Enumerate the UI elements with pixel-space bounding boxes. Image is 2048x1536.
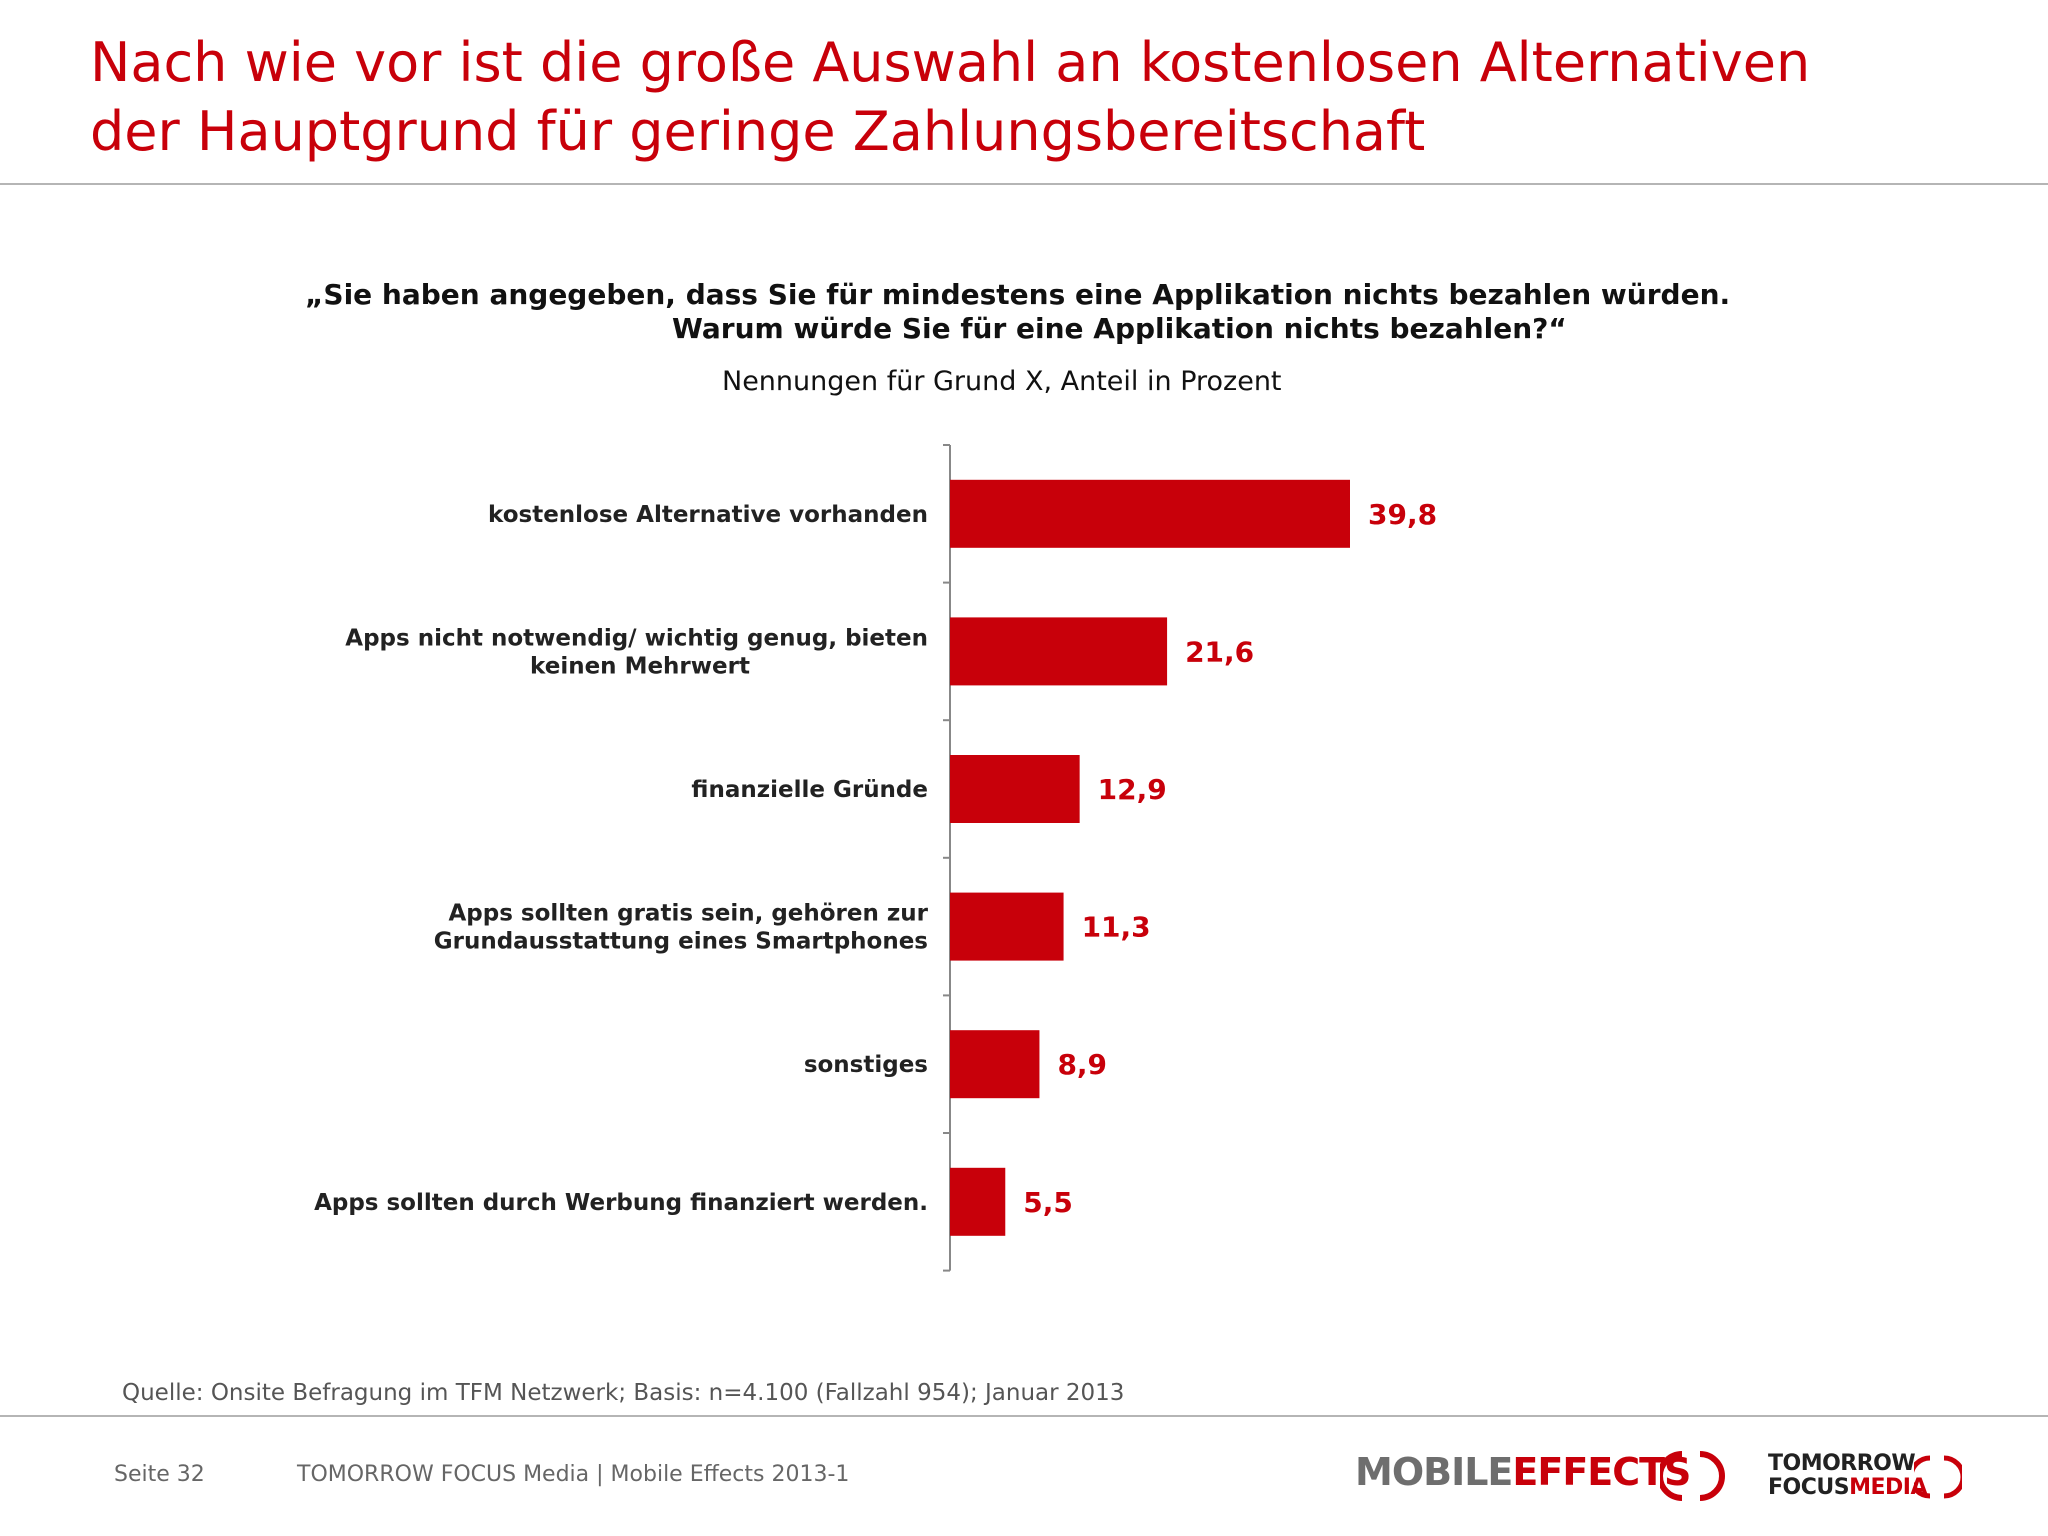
mobile-effects-logo-mark <box>1660 1451 1725 1501</box>
category-label: keinen Mehrwert <box>530 653 750 679</box>
category-label: Apps nicht notwendig/ wichtig genug, bie… <box>345 625 928 651</box>
category-label: Apps sollten durch Werbung finanziert we… <box>314 1190 928 1216</box>
page-title: Nach wie vor ist die große Auswahl an ko… <box>90 28 1990 166</box>
survey-question-line-1: „Sie haben angegeben, dass Sie für minde… <box>305 278 1731 311</box>
data-label: 8,9 <box>1057 1048 1107 1081</box>
category-label: Apps sollten gratis sein, gehören zur <box>448 901 928 927</box>
logo-left-arc-icon <box>1660 1451 1683 1501</box>
data-label: 21,6 <box>1185 635 1254 668</box>
bottom-divider <box>0 1415 2048 1417</box>
bar <box>950 479 1350 548</box>
bar <box>950 617 1168 686</box>
bar <box>950 892 1064 961</box>
data-label: 5,5 <box>1023 1186 1073 1219</box>
tf-logo-left-arc-icon <box>1914 1455 1931 1499</box>
category-label: finanzielle Gründe <box>691 777 928 803</box>
data-label: 39,8 <box>1368 498 1437 531</box>
survey-question-line-2: Warum würde Sie für eine Applikation nic… <box>672 312 1567 345</box>
bar <box>950 755 1080 823</box>
tf-logo-right-arc-icon <box>1943 1455 1962 1499</box>
bar <box>950 1030 1040 1099</box>
tomorrow-focus-logo-mark <box>1914 1455 1962 1499</box>
category-label: sonstiges <box>804 1052 928 1078</box>
data-label: 11,3 <box>1082 911 1151 944</box>
page-number: Seite 32 <box>114 1462 205 1487</box>
bar-chart: 39,8 kostenlose Alternative vorhanden 21,6… <box>314 444 1437 1272</box>
page-title-line-1: Nach wie vor ist die große Auswahl an ko… <box>90 31 1811 94</box>
bar <box>950 1167 1006 1236</box>
logo-mobile-text: MOBILE <box>1355 1450 1513 1494</box>
top-divider <box>0 183 2048 185</box>
category-label: Grundausstattung eines Smartphones <box>434 929 928 955</box>
logo-tomorrow-text: TOMORROW <box>1768 1451 1916 1476</box>
tomorrow-focus-logo: TOMORROW FOCUSMEDIA <box>1768 1452 1927 1500</box>
data-label: 12,9 <box>1098 773 1167 806</box>
page-title-line-2: der Hauptgrund für geringe Zahlungsberei… <box>90 100 1426 163</box>
source-note: Quelle: Onsite Befragung im TFM Netzwerk… <box>122 1380 1125 1406</box>
footer-company: TOMORROW FOCUS Media | Mobile Effects 20… <box>297 1462 850 1487</box>
logo-focus-text: FOCUS <box>1768 1475 1850 1500</box>
logo-right-arc-icon <box>1699 1451 1725 1501</box>
category-label: kostenlose Alternative vorhanden <box>488 502 928 528</box>
chart-subtitle: Nennungen für Grund X, Anteil in Prozent <box>722 366 1282 397</box>
mobile-effects-logo: MOBILEEFFECTS <box>1355 1450 1691 1498</box>
